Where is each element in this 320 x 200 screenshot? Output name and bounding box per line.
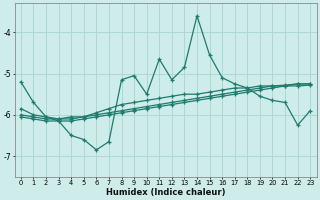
X-axis label: Humidex (Indice chaleur): Humidex (Indice chaleur) [106,188,225,197]
